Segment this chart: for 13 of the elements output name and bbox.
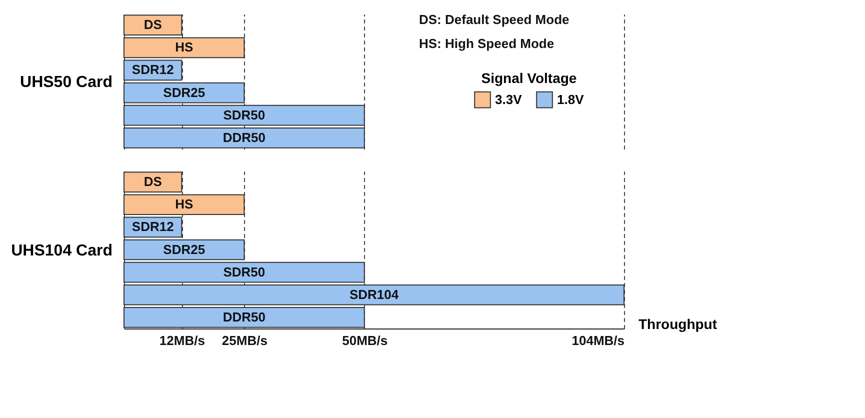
legend-label: 1.8V [557,92,584,107]
annotation: DS: Default Speed Mode [419,12,570,27]
x-axis-title: Throughput [638,316,718,332]
legend-title: Signal Voltage [481,70,577,86]
y-axis-title: UHS50 Card [20,74,112,91]
x-tick-label: 12MB/s [159,333,205,348]
x-tick-label: 25MB/s [222,333,268,348]
y-axis-title: UHS104 Card [11,242,112,260]
legend-label: 3.3V [495,92,522,107]
x-tick-label: 50MB/s [342,333,388,348]
annotation: HS: High Speed Mode [419,36,554,51]
x-tick-label: 104MB/s [572,333,624,348]
y-tick-label: SDR104 [349,286,400,302]
